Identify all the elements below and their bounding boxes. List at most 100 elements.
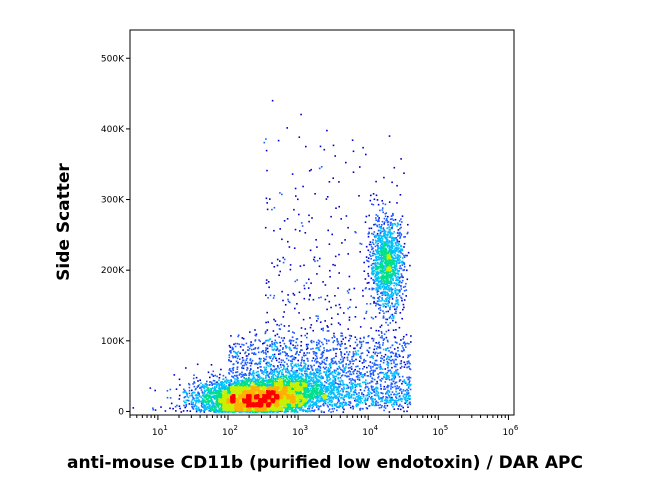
event-dot: [308, 298, 310, 301]
event-dot: [211, 373, 214, 376]
event-dot: [381, 298, 383, 300]
event-dot: [210, 381, 213, 384]
event-dot: [373, 404, 376, 407]
event-dot: [256, 378, 259, 380]
event-dot: [409, 376, 412, 379]
event-dot: [354, 350, 357, 353]
event-dot: [288, 340, 291, 342]
event-dot: [376, 244, 378, 247]
event-dot: [292, 292, 295, 295]
event-dot: [300, 113, 302, 116]
event-dot: [386, 401, 389, 403]
event-dot: [380, 400, 382, 403]
event-dot: [406, 384, 408, 386]
event-dot: [389, 305, 392, 307]
event-dot: [323, 393, 325, 395]
event-dot: [203, 389, 206, 392]
event-dot: [362, 368, 364, 370]
event-dot: [283, 379, 286, 382]
event-dot: [352, 382, 354, 385]
event-dot: [241, 371, 243, 374]
event-dot: [304, 406, 306, 408]
event-dot: [314, 392, 316, 395]
event-dot: [241, 383, 243, 386]
event-dot: [384, 230, 386, 233]
event-dot: [407, 398, 410, 400]
event-dot: [206, 394, 208, 397]
event-dot: [395, 369, 397, 372]
event-dot: [391, 218, 393, 220]
event-dot: [352, 406, 355, 408]
event-dot: [214, 411, 217, 413]
event-dot: [204, 404, 207, 407]
event-dot: [260, 358, 262, 360]
event-dot: [354, 341, 357, 344]
event-dot: [375, 277, 378, 279]
event-dot: [272, 379, 274, 382]
event-dot: [335, 396, 338, 399]
event-dot: [401, 264, 404, 266]
event-dot: [349, 360, 351, 363]
event-dot: [313, 258, 315, 261]
event-dot: [369, 251, 372, 253]
event-dot: [218, 409, 220, 412]
event-dot: [281, 371, 283, 373]
event-dot: [355, 358, 357, 361]
event-dot: [333, 335, 335, 337]
event-dot: [343, 386, 345, 389]
event-dot: [368, 405, 371, 407]
event-dot: [375, 219, 377, 221]
event-dot: [383, 356, 385, 358]
event-dot: [237, 335, 239, 338]
event-dot: [324, 368, 326, 370]
event-dot: [264, 371, 267, 374]
event-dot: [373, 281, 376, 284]
event-dot: [382, 344, 384, 346]
event-dot: [391, 398, 393, 400]
event-dot: [326, 129, 328, 132]
event-dot: [319, 400, 321, 403]
event-dot: [294, 307, 296, 310]
event-dot: [396, 302, 398, 305]
event-dot: [212, 379, 215, 382]
event-dot: [387, 324, 389, 326]
event-dot: [264, 368, 266, 370]
event-dot: [376, 288, 378, 291]
event-dot: [382, 260, 384, 262]
event-dot: [375, 386, 378, 389]
event-dot: [291, 374, 294, 377]
event-dot: [394, 292, 397, 294]
event-dot: [376, 268, 379, 271]
event-dot: [222, 411, 224, 413]
event-dot: [398, 404, 401, 407]
event-dot: [401, 253, 404, 255]
event-dot: [242, 385, 244, 388]
event-dot: [388, 358, 390, 361]
event-dot: [314, 358, 317, 360]
event-dot: [340, 375, 343, 377]
event-dot: [383, 247, 385, 250]
event-dot: [380, 251, 382, 254]
event-dot: [381, 240, 383, 242]
event-dot: [222, 382, 225, 384]
event-dot: [271, 369, 274, 372]
event-dot: [374, 345, 376, 347]
event-dot: [399, 312, 402, 314]
event-dot: [362, 146, 364, 149]
event-dot: [390, 221, 392, 224]
event-dot: [217, 395, 220, 397]
event-dot: [288, 380, 291, 382]
event-dot: [388, 249, 390, 252]
event-dot: [198, 395, 201, 398]
event-dot: [378, 344, 381, 346]
event-dot: [405, 346, 407, 348]
event-dot: [215, 386, 218, 389]
event-dot: [377, 218, 380, 221]
event-dot: [295, 341, 297, 344]
event-dot: [218, 379, 220, 381]
event-dot: [315, 369, 317, 372]
event-dot: [389, 369, 391, 372]
event-dot: [385, 265, 387, 267]
event-dot: [348, 392, 350, 394]
event-dot: [313, 402, 315, 404]
